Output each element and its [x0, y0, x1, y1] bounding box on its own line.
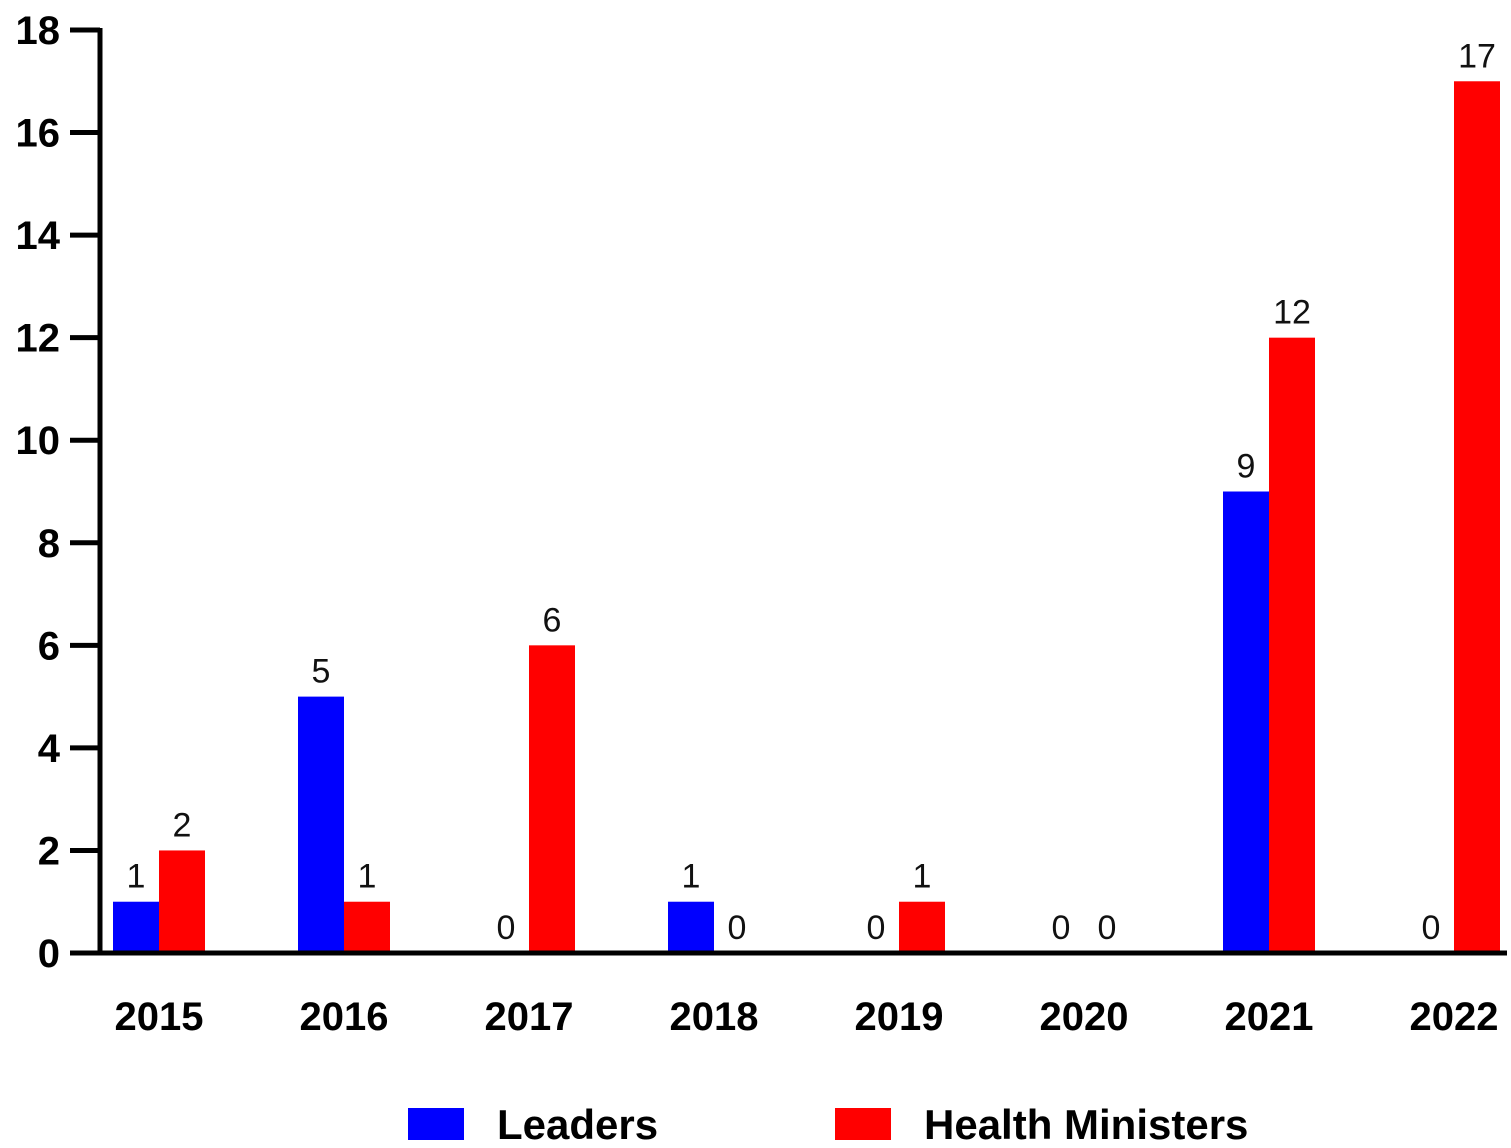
y-tick-label-2: 2 [38, 829, 60, 873]
y-tick-label-12: 12 [16, 317, 61, 361]
x-tick-label-2016: 2016 [300, 995, 389, 1039]
bar-leaders-2015 [113, 901, 159, 953]
bar-leaders-2021 [1223, 491, 1269, 953]
data-label-health-ministers-2019: 1 [913, 858, 932, 896]
data-label-leaders-2020: 0 [1052, 909, 1071, 947]
data-label-leaders-2016: 5 [312, 653, 331, 691]
axes-layer [70, 27, 1507, 956]
bar-health-ministers-2016 [344, 901, 390, 953]
y-tick-label-14: 14 [16, 214, 61, 258]
legend-swatch-leaders [408, 1108, 464, 1140]
data-label-leaders-2022: 0 [1422, 909, 1441, 947]
bar-health-ministers-2022 [1454, 81, 1500, 954]
data-label-health-ministers-2017: 6 [543, 601, 562, 639]
data-label-leaders-2015: 1 [127, 858, 146, 896]
legend-label-leaders: Leaders [497, 1101, 658, 1148]
legend: Leaders Health Ministers [408, 1101, 1248, 1148]
data-label-health-ministers-2018: 0 [728, 909, 747, 947]
data-label-health-ministers-2016: 1 [358, 858, 377, 896]
data-label-leaders-2019: 0 [867, 909, 886, 947]
y-tick-label-16: 16 [16, 112, 61, 156]
bar-health-ministers-2021 [1269, 337, 1315, 954]
y-tick-label-10: 10 [16, 419, 61, 463]
data-label-leaders-2021: 9 [1237, 448, 1256, 486]
data-label-health-ministers-2021: 12 [1273, 294, 1311, 332]
data-label-health-ministers-2015: 2 [173, 806, 192, 844]
x-tick-label-2015: 2015 [115, 995, 204, 1039]
bar-health-ministers-2019 [899, 901, 945, 953]
bar-health-ministers-2015 [159, 850, 205, 953]
bar-leaders-2016 [298, 696, 344, 953]
bar-health-ministers-2017 [529, 645, 575, 953]
x-tick-label-2017: 2017 [485, 995, 574, 1039]
y-tick-label-0: 0 [38, 932, 60, 976]
data-label-health-ministers-2022: 17 [1458, 37, 1496, 75]
x-tick-label-2022: 2022 [1410, 995, 1499, 1039]
bar-leaders-2018 [668, 901, 714, 953]
y-tick-label-6: 6 [38, 624, 60, 668]
data-label-health-ministers-2020: 0 [1098, 909, 1117, 947]
data-label-leaders-2018: 1 [682, 858, 701, 896]
y-tick-label-4: 4 [38, 727, 61, 771]
legend-label-health-ministers: Health Ministers [924, 1101, 1248, 1148]
data-label-leaders-2017: 0 [497, 909, 516, 947]
bars-layer [113, 81, 1500, 954]
legend-swatch-health-ministers [835, 1108, 891, 1140]
x-tick-label-2018: 2018 [670, 995, 759, 1039]
y-tick-label-8: 8 [38, 522, 60, 566]
x-tick-label-2020: 2020 [1040, 995, 1129, 1039]
x-tick-label-2019: 2019 [855, 995, 944, 1039]
x-tick-label-2021: 2021 [1225, 995, 1314, 1039]
y-tick-label-18: 18 [16, 9, 61, 53]
